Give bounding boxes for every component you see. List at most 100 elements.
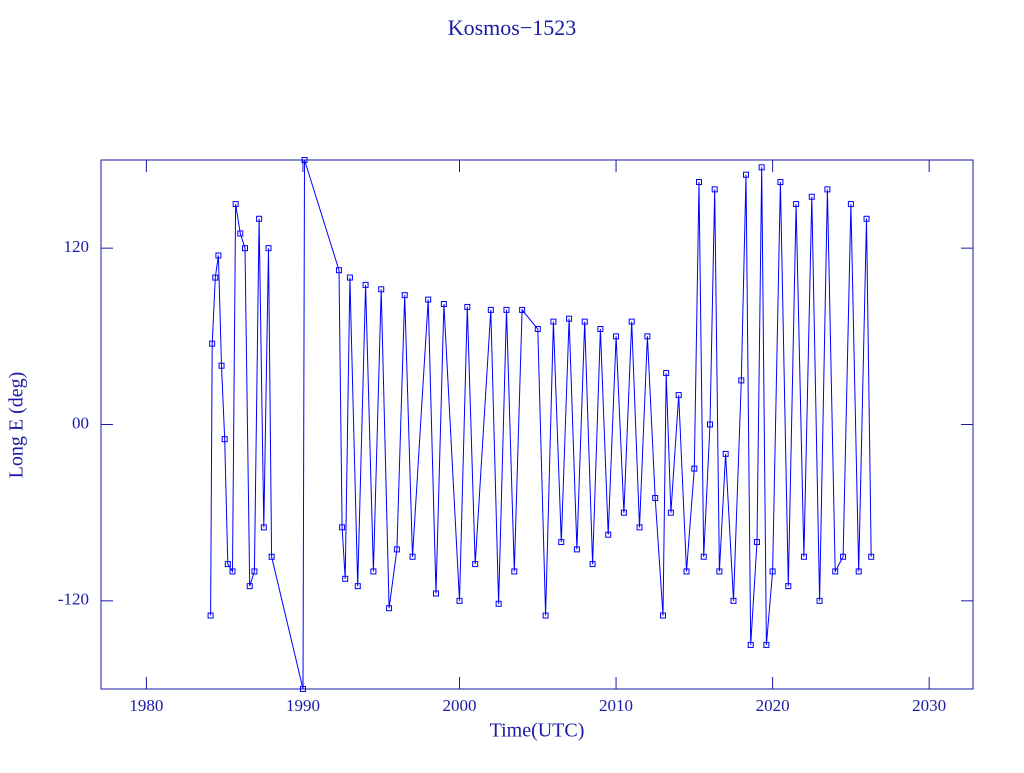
data-point — [339, 524, 346, 531]
series-line — [210, 159, 872, 690]
data-point — [487, 306, 494, 313]
x-tick-label: 1980 — [129, 696, 163, 715]
data-point — [863, 215, 870, 222]
data-point — [730, 597, 737, 604]
data-point — [299, 686, 306, 692]
data-point — [675, 392, 682, 399]
data-point — [433, 590, 440, 597]
data-point — [636, 524, 643, 531]
data-point — [495, 600, 502, 607]
data-point — [472, 561, 479, 568]
data-point — [620, 509, 627, 516]
data-point — [605, 531, 612, 538]
data-point — [242, 245, 249, 252]
x-axis-label: Time(UTC) — [490, 720, 585, 742]
data-point — [738, 377, 745, 384]
y-tick-label: -120 — [58, 590, 89, 609]
data-point — [393, 546, 400, 553]
data-point — [260, 524, 267, 531]
data-point — [534, 325, 541, 332]
data-point — [409, 553, 416, 560]
data-point — [503, 306, 510, 313]
data-point — [215, 252, 222, 259]
data-point — [378, 286, 385, 293]
data-point — [660, 612, 667, 619]
data-point — [628, 318, 635, 325]
x-tick-label: 2020 — [756, 696, 790, 715]
data-point — [209, 340, 216, 347]
data-point — [519, 306, 526, 313]
data-point — [722, 450, 729, 457]
data-point — [581, 318, 588, 325]
data-point — [342, 575, 349, 582]
x-tick-label: 2030 — [912, 696, 946, 715]
data-point — [589, 561, 596, 568]
data-point — [613, 333, 620, 340]
data-point — [716, 568, 723, 575]
data-point — [758, 164, 765, 171]
data-point — [597, 325, 604, 332]
data-point — [370, 568, 377, 575]
data-point — [354, 583, 361, 590]
y-tick-label: 120 — [64, 237, 90, 256]
data-point — [769, 568, 776, 575]
data-point — [683, 568, 690, 575]
data-point — [237, 230, 244, 237]
x-tick-label: 2000 — [443, 696, 477, 715]
data-point — [207, 612, 214, 619]
data-point — [566, 315, 573, 322]
data-point — [824, 186, 831, 193]
data-point — [667, 509, 674, 516]
data-point — [800, 553, 807, 560]
data-point — [840, 553, 847, 560]
data-point — [464, 303, 471, 310]
data-point — [855, 568, 862, 575]
data-point — [808, 193, 815, 200]
data-point — [301, 157, 308, 163]
x-tick-label: 1990 — [286, 696, 320, 715]
data-point — [558, 539, 565, 546]
data-point — [832, 568, 839, 575]
data-point — [868, 553, 875, 560]
data-point — [573, 546, 580, 553]
data-point — [550, 318, 557, 325]
chart-title: Kosmos−1523 — [448, 15, 577, 40]
data-point — [644, 333, 651, 340]
data-point — [663, 370, 670, 377]
data-point — [221, 436, 228, 443]
data-point — [793, 201, 800, 208]
data-point — [401, 292, 408, 299]
data-point — [753, 539, 760, 546]
data-point — [346, 274, 353, 281]
data-point — [229, 568, 236, 575]
x-tick-label: 2010 — [599, 696, 633, 715]
data-point — [696, 179, 703, 186]
data-point — [335, 267, 342, 274]
data-point — [218, 362, 225, 369]
data-point — [742, 171, 749, 178]
data-point — [256, 215, 263, 222]
y-tick-label: 00 — [72, 413, 89, 432]
data-point — [251, 568, 258, 575]
data-point — [224, 561, 231, 568]
data-point — [763, 641, 770, 648]
data-point — [511, 568, 518, 575]
data-point — [232, 201, 239, 208]
data-point — [711, 186, 718, 193]
data-point — [785, 583, 792, 590]
plot-frame — [100, 159, 974, 690]
data-point — [542, 612, 549, 619]
data-point — [212, 274, 219, 281]
data-point — [652, 494, 659, 501]
data-point — [706, 421, 713, 428]
y-axis-label: Long E (deg) — [6, 372, 28, 479]
data-point — [246, 583, 253, 590]
data-point — [386, 605, 393, 612]
data-point — [362, 281, 369, 288]
data-point — [700, 553, 707, 560]
data-point — [268, 553, 275, 560]
data-point — [425, 296, 432, 303]
data-point — [456, 597, 463, 604]
data-point — [691, 465, 698, 472]
